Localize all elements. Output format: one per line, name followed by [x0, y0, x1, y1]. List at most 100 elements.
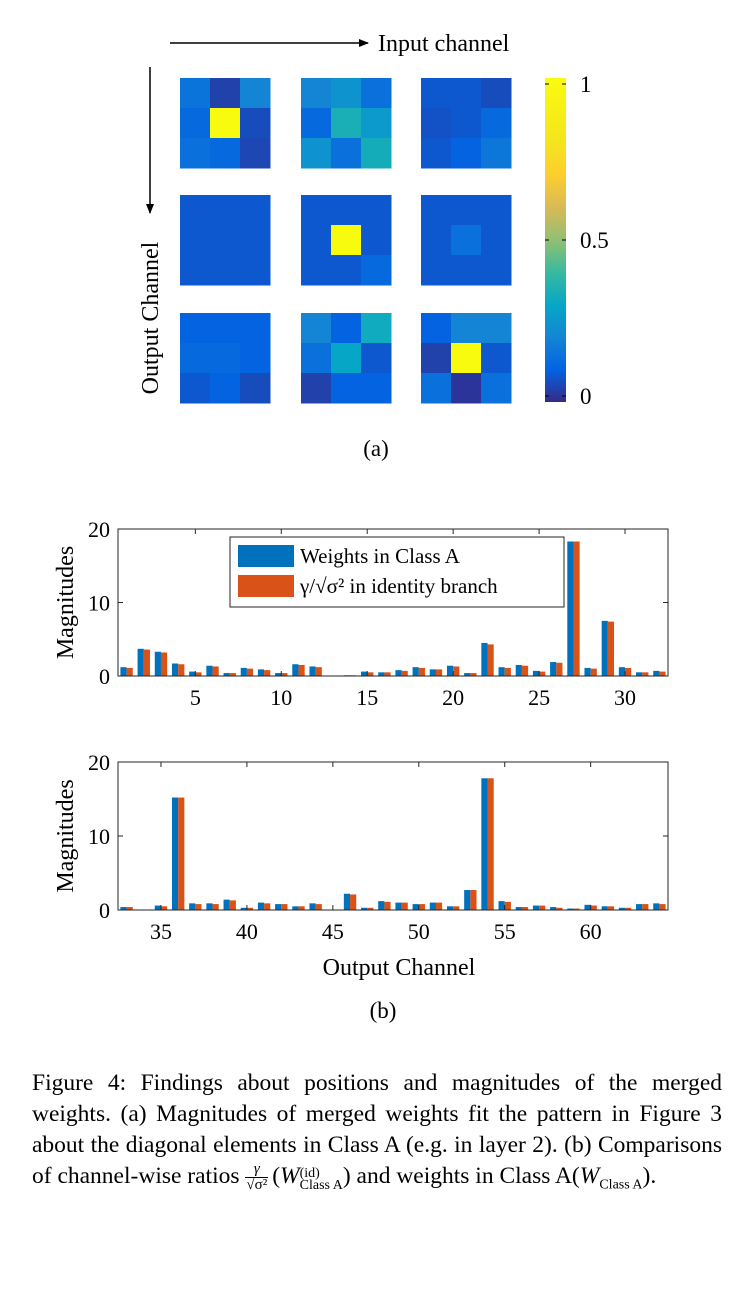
bar-identity-ratio — [642, 904, 649, 910]
bar-class-a — [446, 665, 454, 676]
bar-identity-ratio — [126, 907, 133, 910]
kernel-cell — [361, 195, 392, 226]
bar-identity-ratio — [470, 890, 477, 910]
kernel-cell — [331, 343, 362, 374]
y-tick-label: 0 — [99, 898, 110, 923]
kernel-cell — [331, 313, 362, 344]
bar-identity-ratio — [504, 901, 511, 910]
w-id-symbol: W — [280, 1163, 300, 1189]
bar-class-a — [275, 904, 282, 910]
bar-identity-ratio — [539, 905, 546, 910]
bar-identity-ratio — [418, 667, 425, 676]
bar-identity-ratio — [195, 672, 202, 676]
bar-identity-ratio — [195, 904, 202, 910]
kernel-cell — [240, 313, 271, 344]
kernel-cell — [301, 108, 332, 139]
bar-class-a — [361, 671, 368, 676]
bar-class-a — [361, 907, 368, 910]
panel-a: Input channel Output Channel 10.50 (a) — [138, 31, 609, 461]
bar-identity-ratio — [178, 797, 185, 910]
bar-identity-ratio — [264, 903, 271, 910]
kernel-cell — [301, 343, 332, 374]
bar-identity-ratio — [556, 907, 563, 910]
bar-class-a — [257, 669, 265, 676]
bar-identity-ratio — [625, 667, 632, 676]
bar-class-a — [292, 664, 299, 676]
kernel-cell — [421, 138, 452, 169]
bar-identity-ratio — [435, 902, 443, 910]
bar-identity-ratio — [556, 662, 563, 676]
input-axis-label: Input channel — [378, 31, 510, 57]
kernel-cell — [481, 343, 512, 374]
kernel-cell — [240, 78, 271, 109]
bar-identity-ratio — [246, 907, 254, 910]
bar-class-a — [309, 666, 316, 676]
bar-identity-ratio — [504, 667, 511, 676]
bar-class-a — [154, 651, 161, 676]
kernel-cell — [180, 313, 211, 344]
bar-identity-ratio — [160, 906, 168, 910]
kernel-cell — [361, 225, 392, 256]
kernel-1-3 — [421, 78, 512, 169]
kernel-cell — [421, 225, 452, 256]
kernel-cell — [451, 108, 482, 139]
bar-identity-ratio — [607, 906, 615, 910]
bar-class-a — [515, 664, 522, 676]
kernel-cell — [301, 225, 332, 256]
kernel-cell — [481, 138, 512, 169]
x-tick-label: 40 — [236, 919, 258, 944]
bar-class-a — [481, 778, 488, 910]
kernel-cell — [421, 108, 452, 139]
y-tick-label: 10 — [88, 824, 110, 849]
bar-class-a — [240, 907, 247, 910]
kernel-cell — [240, 343, 271, 374]
bar-class-a — [189, 671, 196, 676]
bar-class-a — [532, 670, 540, 676]
kernel-cell — [361, 138, 392, 169]
bar-class-a — [292, 906, 299, 910]
kernel-cell — [331, 78, 362, 109]
kernel-cell — [331, 138, 362, 169]
kernel-cell — [481, 373, 512, 404]
colorbar-ticks: 10.50 — [545, 72, 609, 409]
kernel-cell — [451, 225, 482, 256]
bar-class-a — [618, 907, 626, 910]
legend: Weights in Class A γ/√σ² in identity bran… — [229, 536, 565, 608]
bar-identity-ratio — [521, 665, 529, 676]
kernel-cell — [331, 373, 362, 404]
kernel-cell — [481, 225, 512, 256]
bar-class-a — [343, 893, 351, 910]
kernel-cell — [451, 255, 482, 286]
kernel-cell — [361, 373, 392, 404]
bar-class-a — [601, 620, 608, 676]
panel-b-sublabel: (b) — [370, 998, 397, 1023]
kernel-cell — [361, 343, 392, 374]
colorbar — [545, 78, 566, 402]
kernel-cell — [240, 195, 271, 226]
caption-line: Figure 4: Findings about positions and m… — [32, 1070, 722, 1189]
bar-class-a — [550, 907, 557, 910]
kernel-cell — [180, 343, 211, 374]
w-class-sub: Class A — [599, 1177, 643, 1193]
bar-identity-ratio — [642, 672, 649, 676]
w-id-sub: Class A — [299, 1178, 343, 1193]
kernel-cell — [331, 195, 362, 226]
bar-class-a — [171, 663, 179, 676]
kernel-cell — [210, 108, 241, 139]
bar-class-a — [120, 907, 127, 910]
caption-end: ). — [642, 1163, 657, 1189]
bar-class-a — [618, 667, 626, 676]
bar-identity-ratio — [573, 541, 580, 676]
bar-class-a — [584, 667, 591, 676]
bar-class-a — [206, 665, 213, 676]
kernel-cell — [240, 108, 271, 139]
y-tick-label: 10 — [88, 591, 110, 616]
bar-identity-ratio — [470, 673, 477, 676]
kernel-cell — [210, 195, 241, 226]
bar-identity-ratio — [607, 621, 615, 676]
caption-mid: ) and weights in Class A( — [342, 1163, 580, 1189]
bar-class-a — [653, 670, 660, 676]
kernel-cell — [210, 138, 241, 169]
x-tick-label: 60 — [580, 919, 602, 944]
bar-class-a — [309, 903, 316, 910]
